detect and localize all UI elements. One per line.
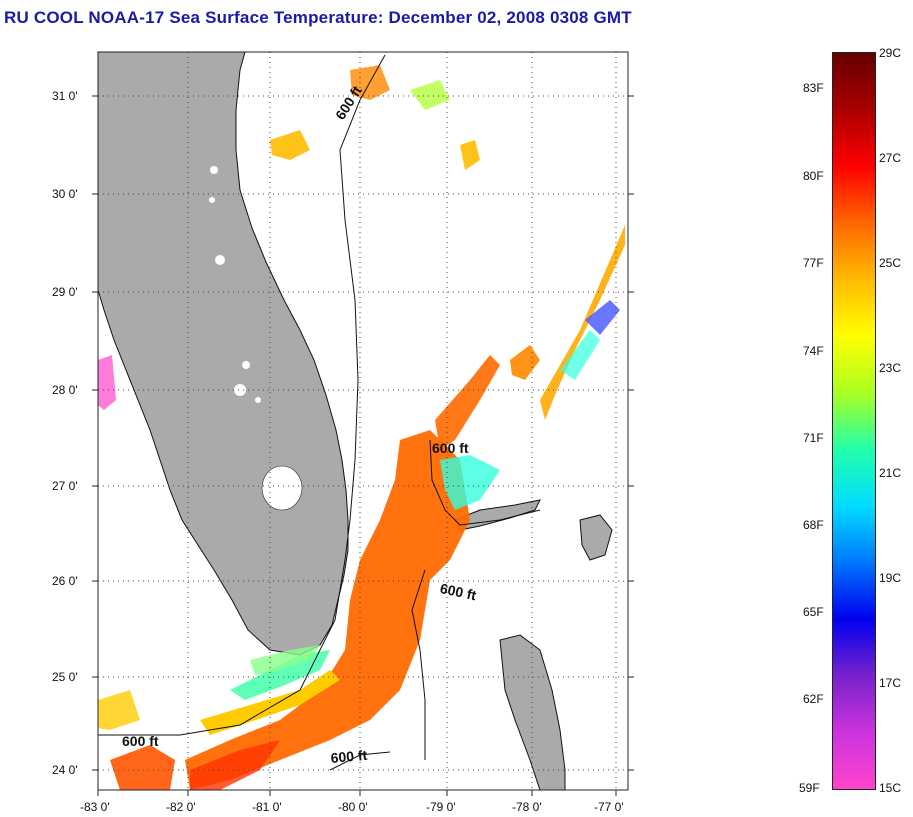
colorbar-label-15c: 15C <box>879 781 902 795</box>
colorbar-label-71f: 71F <box>803 431 824 445</box>
colorbar-label-68f: 68F <box>803 518 824 532</box>
axis-ticks <box>92 95 634 796</box>
lon-label-79: -79 0' <box>426 800 456 814</box>
lat-lon-grid <box>98 52 628 790</box>
lon-label-83: -83 0' <box>80 800 110 814</box>
lon-label-77: -77 0' <box>594 800 624 814</box>
lat-label-28: 28 0' <box>52 383 78 397</box>
lat-label-31: 31 0' <box>52 89 78 103</box>
colorbar-label-19c: 19C <box>879 571 902 585</box>
lat-label-30: 30 0' <box>52 187 78 201</box>
lake-okeechobee <box>261 465 303 511</box>
colorbar-label-29c: 29C <box>879 46 902 60</box>
lat-label-24: 24 0' <box>52 763 78 777</box>
lat-label-27: 27 0' <box>52 479 78 493</box>
lat-label-26: 26 0' <box>52 574 78 588</box>
bahamas-land-abaco <box>579 514 613 561</box>
contour-label-south: 600 ft <box>330 746 368 766</box>
colorbar-label-59f: 59F <box>799 781 820 795</box>
colorbar-label-80f: 80F <box>803 169 824 183</box>
colorbar-label-25c: 25C <box>879 256 902 270</box>
colorbar-label-23c: 23C <box>879 361 902 375</box>
colorbar-label-17c: 17C <box>879 676 902 690</box>
colorbar-label-74f: 74F <box>803 344 824 358</box>
contour-label-keys-west: 600 ft <box>122 733 159 749</box>
colorbar-label-62f: 62F <box>803 692 824 706</box>
isobath-600ft <box>98 54 541 771</box>
contour-label-bahama-bank: 600 ft <box>432 440 469 456</box>
colorbar-label-83f: 83F <box>803 81 824 95</box>
lon-label-78: -78 0' <box>512 800 542 814</box>
colorbar-label-65f: 65F <box>803 605 824 619</box>
colorbar-label-21c: 21C <box>879 466 902 480</box>
colorbar-label-27c: 27C <box>879 151 902 165</box>
lat-label-25: 25 0' <box>52 670 78 684</box>
temperature-colorbar <box>832 52 876 790</box>
colorbar-label-77f: 77F <box>803 256 824 270</box>
lon-label-81: -81 0' <box>252 800 282 814</box>
map-title: RU COOL NOAA-17 Sea Surface Temperature:… <box>4 8 632 27</box>
florida-lakes <box>209 166 261 403</box>
lat-label-29: 29 0' <box>52 285 78 299</box>
lon-label-80: -80 0' <box>338 800 368 814</box>
map-frame <box>97 51 629 791</box>
lon-label-82: -82 0' <box>166 800 196 814</box>
